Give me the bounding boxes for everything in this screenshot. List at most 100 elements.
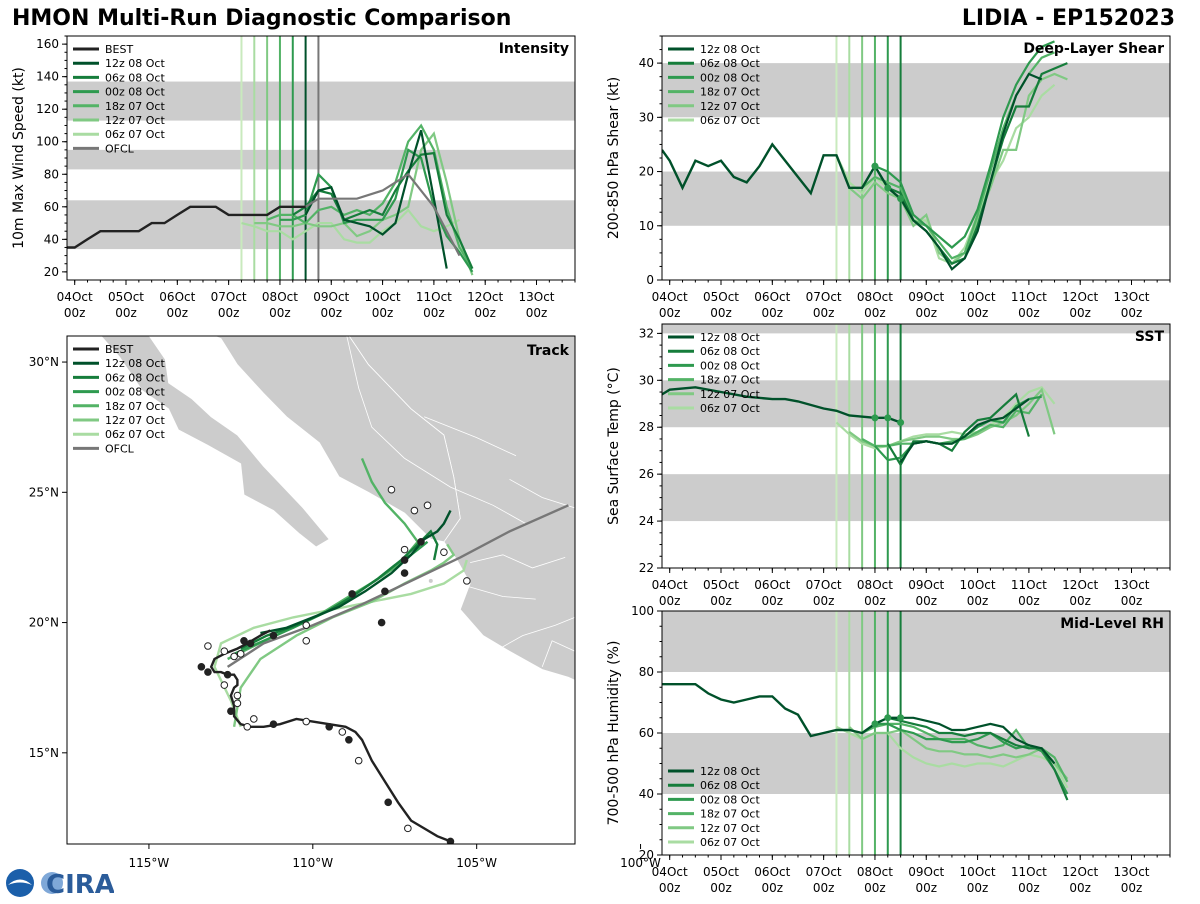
x-tick-label: 04Oct: [652, 290, 688, 304]
state-border: [466, 585, 536, 600]
lat-tick-label: 25°N: [29, 485, 59, 499]
best-marker: [897, 195, 905, 203]
x-tick-label: 09Oct: [908, 578, 944, 592]
y-tick-label: 40: [639, 787, 654, 801]
x-tick-sublabel: 00z: [915, 881, 937, 895]
y-tick-label: 20: [639, 165, 654, 179]
x-tick-sublabel: 00z: [813, 306, 835, 320]
x-tick-sublabel: 00z: [1018, 881, 1040, 895]
y-tick-label: 100: [631, 604, 654, 618]
x-tick-label: 12Oct: [1062, 578, 1098, 592]
threshold-band: [662, 474, 1170, 522]
legend-label: 06z 07 Oct: [700, 114, 760, 127]
threshold-band: [662, 324, 1170, 334]
x-tick-sublabel: 00z: [864, 306, 886, 320]
x-tick-sublabel: 00z: [1121, 594, 1143, 608]
x-tick-label: 06Oct: [754, 865, 790, 879]
state-border: [541, 640, 575, 668]
track-point: [404, 824, 412, 833]
x-tick-label: 05Oct: [108, 290, 144, 304]
forecast-point: [400, 545, 409, 554]
panel-title: Track: [527, 343, 570, 359]
track-point: [269, 631, 278, 640]
x-tick-label: 08Oct: [857, 865, 893, 879]
x-tick-label: 11Oct: [1011, 290, 1047, 304]
track-point: [345, 735, 353, 744]
lon-tick-label: 100°W: [620, 856, 661, 870]
globe-icon: [41, 872, 63, 894]
plot-area: [662, 611, 1170, 855]
x-tick-label: 05Oct: [703, 865, 739, 879]
x-tick-sublabel: 00z: [710, 881, 732, 895]
legend-label: 06z 07 Oct: [105, 128, 165, 141]
y-tick-label: 30: [639, 373, 654, 387]
x-tick-sublabel: 00z: [710, 594, 732, 608]
state-border: [404, 458, 526, 524]
forecast-point: [463, 577, 471, 585]
x-tick-label: 11Oct: [1011, 578, 1047, 592]
x-tick-sublabel: 00z: [762, 306, 784, 320]
panel-title: SST: [1135, 329, 1165, 345]
track-point: [302, 637, 311, 645]
x-tick-sublabel: 00z: [915, 594, 937, 608]
state-border: [509, 478, 575, 509]
storm-title: LIDIA - EP152023: [961, 6, 1175, 31]
series-12z-08-oct: [304, 129, 448, 269]
track-point: [220, 647, 229, 656]
x-tick-label: 12Oct: [1062, 865, 1098, 879]
x-tick-label: 04Oct: [57, 290, 93, 304]
legend-label: OFCL: [105, 142, 135, 155]
y-tick-label: 60: [639, 726, 654, 740]
x-tick-sublabel: 00z: [659, 306, 681, 320]
legend-label: 12z 08 Oct: [105, 57, 165, 70]
threshold-band: [67, 149, 575, 170]
threshold-band: [662, 611, 1170, 672]
y-tick-label: 28: [639, 420, 654, 434]
y-tick-label: 0: [646, 273, 654, 287]
x-tick-label: 10Oct: [960, 578, 996, 592]
lon-tick-label: 115°W: [129, 856, 170, 870]
series-ofcl: [305, 172, 461, 257]
legend-label: 12z 07 Oct: [700, 822, 760, 835]
track-point: [236, 650, 245, 658]
series-06z-07-oct: [241, 208, 460, 244]
x-tick-label: 07Oct: [211, 290, 247, 304]
legend-label: 12z 07 Oct: [105, 114, 165, 127]
state-border: [470, 554, 566, 569]
legend-label: 12z 08 Oct: [700, 765, 760, 778]
y-tick-label: 100: [36, 135, 59, 149]
x-tick-label: 07Oct: [806, 578, 842, 592]
series-best: [67, 205, 306, 249]
legend-label: 06z 08 Oct: [105, 71, 165, 84]
panel-track: 115°W 110°W 105°W 100°W 15°N 20°N 25°N 30°N Trac…: [29, 335, 661, 870]
series-18z-07-oct: [861, 393, 1043, 448]
track-point: [302, 717, 311, 726]
y-tick-label: 30: [639, 110, 654, 124]
y-tick-label: 60: [44, 200, 59, 214]
legend-label: BEST: [105, 43, 133, 56]
best-marker: [884, 184, 892, 192]
x-tick-sublabel: 00z: [1121, 306, 1143, 320]
track-12z-07-oct: [232, 543, 456, 727]
x-tick-sublabel: 00z: [659, 881, 681, 895]
state-border: [499, 616, 575, 649]
legend-label: 12z 07 Oct: [700, 100, 760, 113]
x-tick-label: 05Oct: [703, 290, 739, 304]
y-tick-label: 120: [36, 102, 59, 116]
legend-label: 18z 07 Oct: [700, 86, 760, 99]
forecast-point: [400, 556, 409, 564]
legend-label: 00z 08 Oct: [105, 386, 165, 399]
x-tick-label: 13Oct: [1113, 578, 1149, 592]
x-tick-label: 06Oct: [754, 578, 790, 592]
x-tick-sublabel: 00z: [115, 306, 137, 320]
y-tick-label: 80: [639, 665, 654, 679]
lon-tick-label: 105°W: [456, 856, 497, 870]
cira-logo-text: CIRA: [46, 870, 114, 900]
legend-label: 12z 07 Oct: [700, 388, 760, 401]
track-point: [220, 681, 229, 689]
y-tick-label: 24: [639, 514, 654, 528]
lat-tick-label: 15°N: [29, 746, 59, 760]
x-tick-sublabel: 00z: [813, 881, 835, 895]
x-tick-label: 05Oct: [703, 578, 739, 592]
series-12z-08-oct: [900, 716, 1056, 765]
